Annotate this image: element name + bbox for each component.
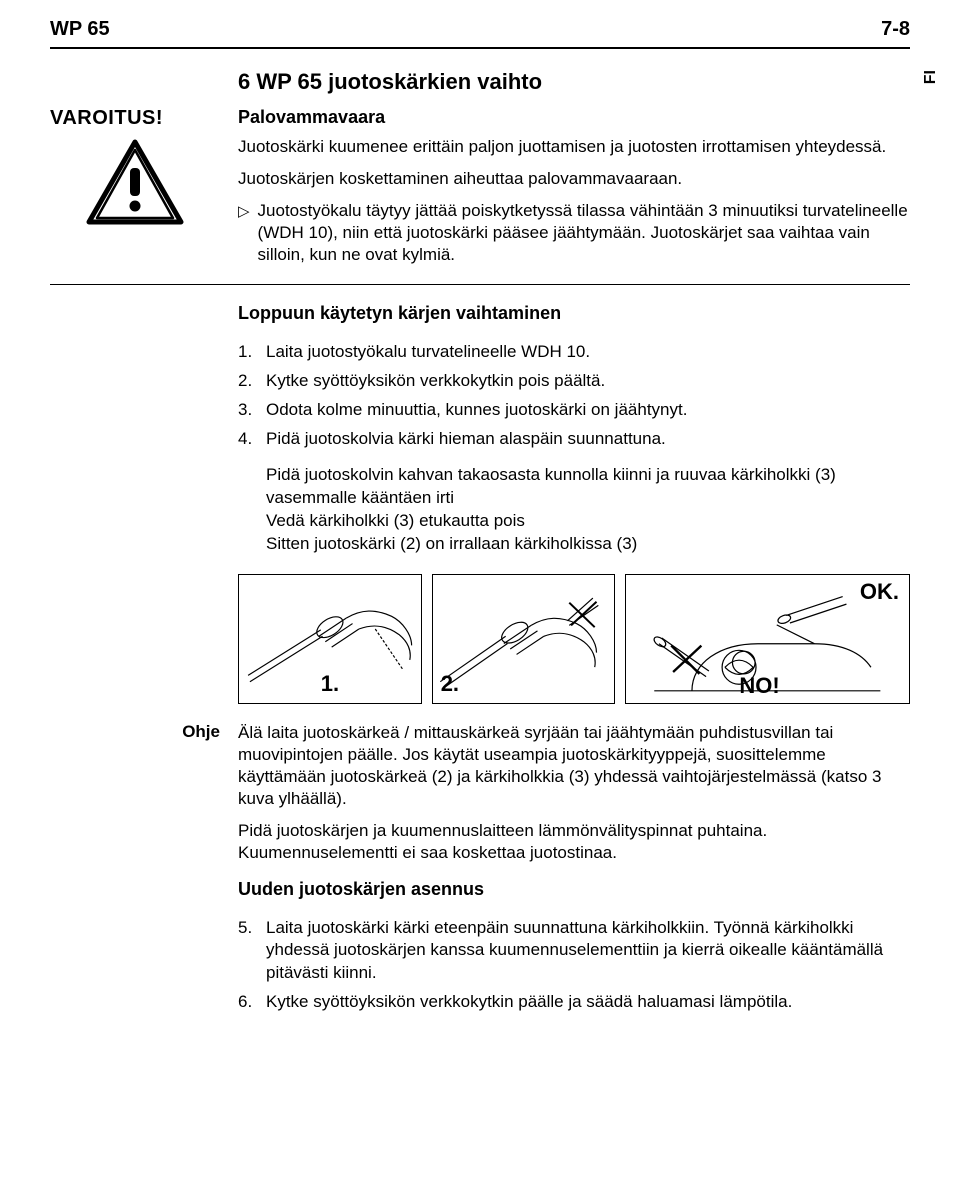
warning-para-1: Juotoskärki kuumenee erittäin paljon juo… (238, 136, 910, 158)
figure-2-label: 2. (441, 671, 459, 697)
step-1: Laita juotostyökalu turvatelineelle WDH … (238, 341, 910, 364)
doc-id: WP 65 (50, 18, 110, 41)
warning-label: VAROITUS! (50, 107, 220, 130)
step-2: Kytke syöttöyksikön verkkokytkin pois pä… (238, 370, 910, 393)
figure-no-label: NO! (739, 673, 779, 699)
warning-heading: Palovammavaara (238, 107, 910, 128)
figure-ok-label: OK. (860, 579, 899, 605)
note-label: Ohje (50, 722, 220, 742)
figure-1: 1. (238, 574, 422, 704)
page-ref: 7-8 (881, 18, 910, 41)
step-4-line-1: Pidä juotoskolvin kahvan takaosasta kunn… (266, 464, 910, 510)
replace-heading: Loppuun käytetyn kärjen vaihtaminen (238, 303, 910, 324)
install-heading: Uuden juotoskärjen asennus (238, 879, 910, 900)
step-4-line-3: Sitten juotoskärki (2) on irrallaan kärk… (266, 533, 910, 556)
step-6: Kytke syöttöyksikön verkkokytkin päälle … (238, 991, 910, 1014)
section-title: 6 WP 65 juotoskärkien vaihto (238, 69, 910, 95)
step-4-line-2: Vedä kärkiholkki (3) etukautta pois (266, 510, 910, 533)
warning-para-2: Juotoskärjen koskettaminen aiheuttaa pal… (238, 168, 910, 190)
figure-2: 2. (432, 574, 616, 704)
warning-bullet: Juotostyökalu täytyy jättää poiskytketys… (258, 200, 910, 266)
language-tag: FI (922, 70, 940, 84)
note-para-1: Älä laita juotoskärkeä / mittauskärkeä s… (238, 722, 910, 810)
figure-3: OK. NO! (625, 574, 910, 704)
step-3: Odota kolme minuuttia, kunnes juotoskärk… (238, 399, 910, 422)
step-4: Pidä juotoskolvia kärki hieman alaspäin … (238, 428, 910, 451)
warning-icon (50, 138, 220, 233)
note-para-2: Pidä juotoskärjen ja kuumennuslaitteen l… (238, 820, 910, 864)
figure-row: 1. (238, 574, 910, 704)
figure-1-label: 1. (321, 671, 339, 697)
step-5: Laita juotoskärki kärki eteenpäin suunna… (238, 917, 910, 986)
triangle-bullet-icon: ▷ (238, 202, 250, 222)
